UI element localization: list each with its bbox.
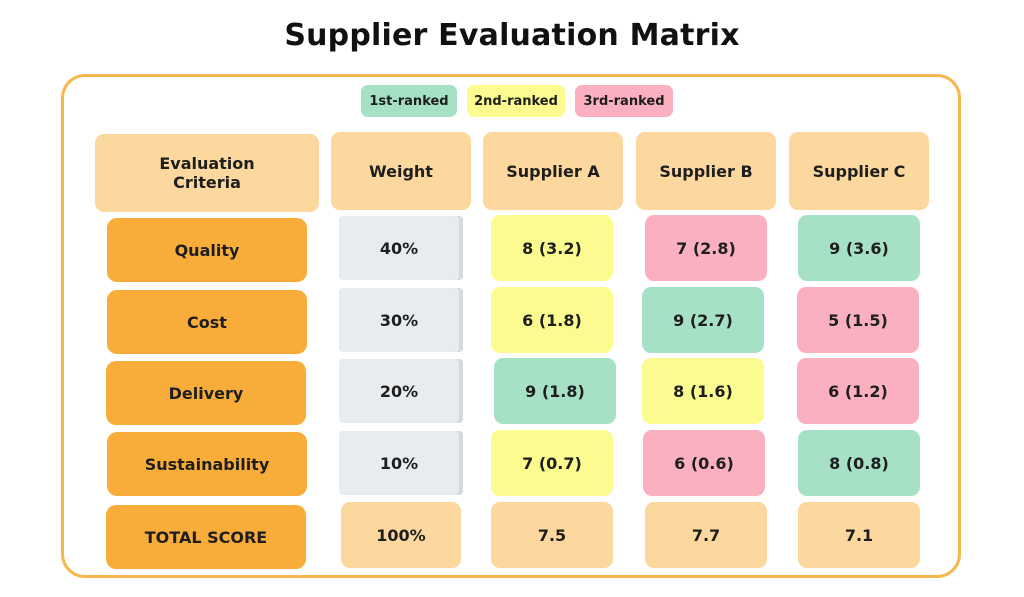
criterion-cost: Cost [107, 290, 307, 354]
weight-quality: 40% [339, 216, 459, 280]
legend-chip-2nd-ranked: 2nd-ranked [467, 85, 565, 117]
header-supplier-c: Supplier C [789, 132, 929, 210]
matrix-frame [61, 74, 961, 578]
score-quality-supplier-b: 7 (2.8) [645, 215, 767, 281]
header-evaluation-criteria: Evaluation Criteria [95, 134, 319, 212]
criterion-delivery: Delivery [106, 361, 306, 425]
total-score-supplier-b: 7.7 [645, 502, 767, 568]
page-title: Supplier Evaluation Matrix [284, 18, 740, 53]
score-cost-supplier-c: 5 (1.5) [797, 287, 919, 353]
criterion-quality: Quality [107, 218, 307, 282]
legend-chip-3rd-ranked: 3rd-ranked [575, 85, 673, 117]
score-delivery-supplier-c: 6 (1.2) [797, 358, 919, 424]
total-score-label: TOTAL SCORE [106, 505, 306, 569]
total-weight: 100% [341, 502, 461, 568]
legend-chip-1st-ranked: 1st-ranked [361, 85, 457, 117]
score-quality-supplier-c: 9 (3.6) [798, 215, 920, 281]
score-sustainability-supplier-b: 6 (0.6) [643, 430, 765, 496]
score-cost-supplier-b: 9 (2.7) [642, 287, 764, 353]
header-supplier-b: Supplier B [636, 132, 776, 210]
weight-cost: 30% [339, 288, 459, 352]
criterion-sustainability: Sustainability [107, 432, 307, 496]
score-sustainability-supplier-c: 8 (0.8) [798, 430, 920, 496]
score-sustainability-supplier-a: 7 (0.7) [491, 430, 613, 496]
weight-sustainability: 10% [339, 431, 459, 495]
score-cost-supplier-a: 6 (1.8) [491, 287, 613, 353]
header-weight: Weight [331, 132, 471, 210]
score-delivery-supplier-b: 8 (1.6) [642, 358, 764, 424]
score-quality-supplier-a: 8 (3.2) [491, 215, 613, 281]
total-score-supplier-a: 7.5 [491, 502, 613, 568]
weight-delivery: 20% [339, 359, 459, 423]
score-delivery-supplier-a: 9 (1.8) [494, 358, 616, 424]
total-score-supplier-c: 7.1 [798, 502, 920, 568]
header-supplier-a: Supplier A [483, 132, 623, 210]
